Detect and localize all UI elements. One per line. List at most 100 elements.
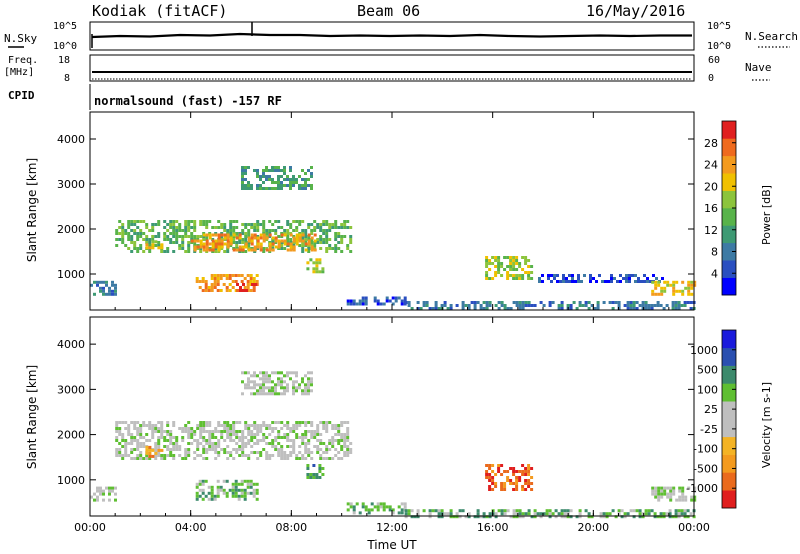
heatmap-cell	[259, 248, 263, 252]
heatmap-cell	[319, 229, 323, 232]
heatmap-cell	[358, 302, 362, 306]
heatmap-cell	[166, 421, 170, 424]
heatmap-cell	[265, 424, 269, 427]
heatmap-cell	[654, 292, 658, 296]
heatmap-cell	[268, 175, 271, 178]
heatmap-cell	[277, 430, 281, 433]
heatmap-cell	[246, 280, 250, 283]
heatmap-cell	[234, 482, 238, 486]
heatmap-cell	[632, 515, 636, 519]
heatmap-cell	[145, 243, 149, 247]
colorbar-tick-label: 500	[697, 364, 718, 377]
heatmap-cell	[397, 296, 401, 300]
heatmap-cell	[184, 457, 188, 460]
heatmap-cell	[226, 427, 230, 430]
cpid-label: CPID	[8, 89, 35, 102]
heatmap-cell	[313, 220, 317, 223]
heatmap-cell	[241, 439, 245, 442]
heatmap-cell	[626, 307, 630, 310]
heatmap-cell	[199, 442, 203, 445]
heatmap-cell	[277, 371, 280, 375]
heatmap-cell	[130, 457, 134, 460]
heatmap-cell	[121, 454, 125, 457]
heatmap-cell	[127, 232, 131, 235]
heatmap-cell	[274, 181, 277, 184]
heatmap-cell	[404, 515, 408, 519]
heatmap-cell	[151, 427, 155, 430]
heatmap-cell	[289, 178, 292, 181]
heatmap-cell	[133, 421, 137, 424]
heatmap-cell	[229, 226, 233, 229]
heatmap-cell	[243, 491, 247, 495]
heatmap-cell	[497, 464, 501, 467]
heatmap-cell	[195, 280, 199, 283]
heatmap-cell	[211, 433, 215, 436]
heatmap-cell	[494, 304, 498, 307]
heatmap-cell	[133, 427, 137, 430]
heatmap-cell	[262, 236, 266, 240]
heatmap-cell	[252, 494, 256, 498]
heatmap-cell	[250, 226, 254, 229]
heatmap-cell	[139, 220, 143, 223]
heatmap-cell	[461, 301, 465, 304]
heatmap-cell	[644, 301, 648, 304]
heatmap-cell	[443, 512, 447, 516]
heatmap-cell	[319, 223, 323, 226]
heatmap-cell	[292, 245, 296, 249]
heatmap-cell	[340, 241, 344, 244]
heatmap-cell	[136, 439, 140, 442]
heatmap-cell	[208, 448, 212, 451]
heatmap-cell	[229, 236, 233, 240]
heatmap-cell	[631, 274, 634, 277]
heatmap-cell	[246, 274, 250, 277]
heatmap-cell	[274, 421, 278, 424]
heatmap-cell	[400, 302, 404, 306]
heatmap-cell	[443, 301, 447, 304]
heatmap-cell	[160, 243, 164, 247]
heatmap-cell	[247, 223, 251, 226]
heatmap-cell	[307, 371, 310, 375]
heatmap-cell	[205, 439, 209, 442]
heatmap-cell	[518, 479, 522, 482]
heatmap-cell	[346, 302, 350, 306]
heatmap-cell	[653, 512, 657, 516]
heatmap-cell	[446, 512, 450, 516]
heatmap-cell	[678, 289, 682, 293]
heatmap-cell	[654, 489, 658, 493]
heatmap-cell	[512, 256, 516, 259]
heatmap-cell	[265, 374, 268, 378]
heatmap-cell	[268, 424, 272, 427]
heatmap-cell	[241, 166, 244, 169]
heatmap-cell	[93, 498, 96, 502]
heatmap-cell	[651, 489, 655, 493]
heatmap-cell	[223, 451, 227, 454]
heatmap-cell	[547, 277, 550, 280]
heatmap-cell	[247, 380, 250, 384]
heatmap-region	[306, 258, 325, 274]
heatmap-cell	[524, 479, 528, 482]
heatmap-cell	[431, 509, 435, 513]
heatmap-cell	[321, 270, 325, 274]
heatmap-cell	[533, 512, 537, 516]
heatmap-cell	[213, 286, 217, 289]
heatmap-cell	[172, 448, 176, 451]
heatmap-cell	[391, 296, 395, 300]
heatmap-cell	[142, 250, 146, 253]
heatmap-cell	[503, 268, 507, 271]
heatmap-cell	[660, 286, 664, 290]
heatmap-cell	[373, 505, 377, 509]
heatmap-cell	[202, 430, 206, 433]
heatmap-cell	[515, 479, 519, 482]
heatmap-cell	[518, 277, 522, 280]
heatmap-cell	[199, 454, 203, 457]
heatmap-cell	[662, 512, 666, 516]
heatmap-cell	[251, 283, 254, 286]
heatmap-cell	[175, 238, 179, 241]
heatmap-cell	[476, 512, 480, 516]
heatmap-cell	[102, 498, 105, 502]
heatmap-cell	[614, 301, 618, 304]
heatmap-cell	[304, 238, 308, 241]
heatmap-cell	[292, 448, 296, 451]
heatmap-cell	[307, 226, 311, 229]
heatmap-cell	[223, 448, 227, 451]
